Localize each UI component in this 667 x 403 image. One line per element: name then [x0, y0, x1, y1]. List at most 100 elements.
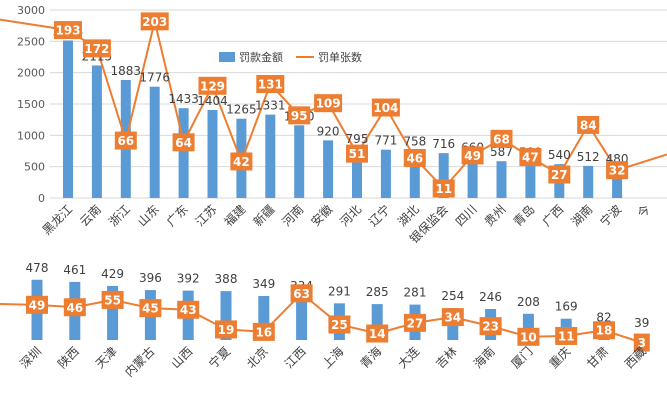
count-label: 63 [290, 284, 313, 303]
count-label-text: 43 [180, 303, 197, 317]
count-label-text: 129 [200, 79, 225, 93]
count-label-box [215, 320, 237, 339]
count-label: 34 [441, 308, 464, 327]
x-tick-label: 云南 [76, 202, 104, 230]
count-label: 18 [593, 321, 615, 340]
count-label-box [252, 322, 275, 341]
bar-value-label: 1776 [139, 71, 170, 85]
x-tick-label: 广西 [540, 202, 567, 229]
count-label: 46 [403, 148, 426, 167]
x-tick-label: 湖南 [568, 202, 596, 230]
count-label: 109 [314, 94, 343, 113]
count-label-box [461, 146, 484, 165]
count-label: 23 [479, 317, 502, 336]
bar-贵州 [496, 161, 507, 198]
count-label-text: 27 [407, 316, 424, 330]
bar-宁夏 [220, 291, 232, 340]
x-tick-label: 上海 [319, 344, 347, 372]
bar-银保监会 [438, 153, 449, 198]
count-label-box [404, 313, 426, 332]
count-label-box [606, 161, 629, 180]
bar-value-label: 478 [26, 261, 49, 275]
top-chart-x-axis: 黑龙江 云南 浙江 山东 广东 江苏 福建 新疆 河南 安徽 河北 辽宁 湖北银保监会 四川 贵州 青岛 广西湖… [40, 202, 653, 247]
count-label: 131 [256, 75, 285, 94]
bar-value-label: 1331 [255, 99, 286, 113]
bottom-chart-count-labels: 49 46 55 45 43 19 16 63 25 14 27 34 23 10 11 18 3 [26, 284, 650, 352]
count-label-text: 23 [482, 320, 499, 334]
legend-bar-label: 罚款金额 [239, 50, 283, 64]
count-label: 27 [404, 313, 426, 332]
count-label-box [441, 308, 464, 327]
count-label: 104 [371, 98, 400, 117]
count-label-text: 63 [293, 287, 310, 301]
bar-value-label: 512 [577, 150, 600, 164]
x-tick-label: 内蒙古 [121, 344, 157, 380]
count-label-text: 104 [373, 101, 398, 115]
count-label: 203 [140, 12, 169, 31]
bottom-chart-line [0, 291, 643, 344]
x-tick-label: 山东 [135, 202, 162, 229]
bar-青海 [371, 304, 383, 340]
x-tick-label: 浙江 [106, 202, 133, 229]
bar-云南 [91, 65, 102, 199]
x-tick-label: 河南 [279, 202, 307, 230]
count-label-text: 34 [444, 311, 461, 325]
count-label-box [555, 326, 578, 345]
x-tick-label: 北京 [244, 344, 271, 371]
count-label-box [172, 133, 195, 152]
count-label-box [577, 115, 600, 134]
legend: 罚款金额 罚单张数 [219, 50, 362, 64]
x-tick-label: 四川 [453, 202, 480, 229]
x-tick-label: 江西 [282, 344, 309, 371]
y-tick-label: 3000 [17, 4, 45, 17]
x-tick-label: 新疆 [250, 202, 278, 230]
count-label-text: 203 [142, 15, 167, 29]
count-label: 27 [548, 165, 571, 184]
bar-安徽 [323, 140, 334, 198]
x-tick-label: 山西 [168, 344, 195, 371]
count-label-text: 25 [331, 318, 348, 332]
bar-value-label: 587 [490, 145, 513, 159]
bar-湖南 [583, 165, 594, 198]
top-chart-count-labels: 193 172 66 203 64 129 42 131 95 109 51 104 46 11 49 68 4… [54, 12, 629, 198]
bar-value-label: 540 [548, 148, 571, 162]
count-label-text: 68 [493, 132, 510, 146]
count-label-text: 55 [104, 293, 121, 307]
x-tick-label: 深圳 [17, 344, 44, 371]
y-tick-label: 2000 [17, 67, 45, 80]
x-tick-label: 海南 [470, 344, 498, 372]
count-label-box [366, 324, 389, 343]
count-label-box [479, 317, 502, 336]
y-tick-label: 1000 [17, 129, 45, 142]
count-label-text: 131 [258, 78, 283, 92]
count-label: 19 [215, 320, 237, 339]
count-label-box [593, 321, 615, 340]
count-label: 95 [288, 106, 311, 125]
count-label: 84 [577, 115, 600, 134]
count-label-box [101, 290, 124, 309]
count-label-box [517, 327, 540, 346]
count-label: 46 [63, 298, 86, 317]
bar-北京 [258, 296, 270, 340]
count-line [0, 291, 643, 344]
x-tick-label: 重庆 [546, 344, 573, 371]
bar-江苏 [207, 110, 218, 198]
count-label-text: 45 [142, 302, 159, 316]
count-label-text: 64 [175, 136, 192, 150]
count-label-box [346, 144, 368, 163]
count-label-text: 46 [406, 151, 423, 165]
count-label: 47 [519, 148, 542, 167]
count-label: 10 [517, 327, 540, 346]
x-tick-label: 安徽 [308, 202, 336, 230]
count-label-text: 16 [255, 325, 272, 339]
bar-value-label: 920 [317, 124, 340, 138]
bar-value-label: 349 [252, 277, 275, 291]
count-label: 11 [555, 326, 578, 345]
count-label-text: 19 [218, 323, 235, 337]
x-tick-label: 厦门 [508, 344, 536, 372]
count-label-text: 27 [551, 168, 568, 182]
count-label-text: 46 [66, 301, 83, 315]
bar-辽宁 [380, 149, 391, 198]
count-label: 14 [366, 324, 389, 343]
count-label-text: 49 [29, 298, 46, 312]
